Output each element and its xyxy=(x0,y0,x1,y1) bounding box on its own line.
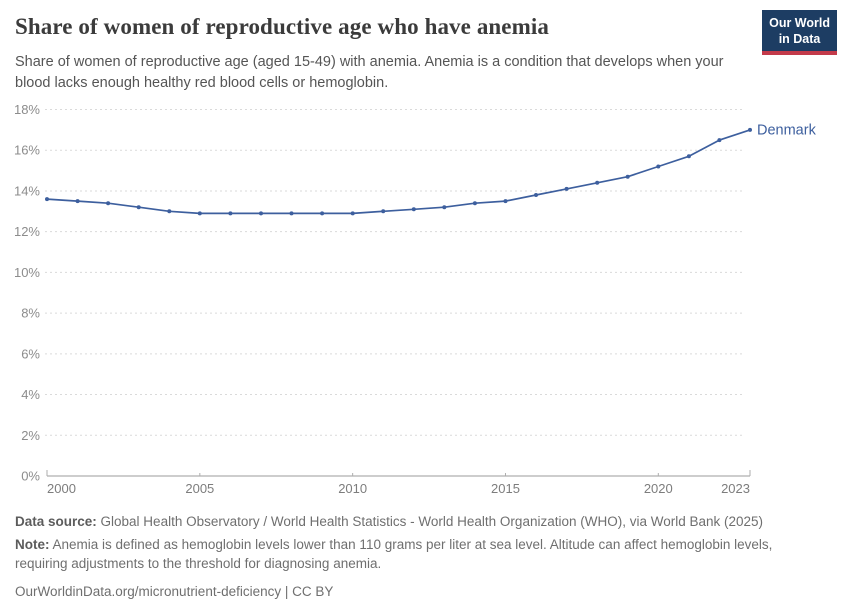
y-tick-label: 4% xyxy=(21,387,40,402)
chart-footer: Data source: Global Health Observatory /… xyxy=(15,512,821,600)
data-point xyxy=(259,211,263,216)
x-tick-label: 2020 xyxy=(644,481,673,496)
data-point xyxy=(167,209,172,214)
data-point xyxy=(45,197,49,202)
chart-subtitle: Share of women of reproductive age (aged… xyxy=(15,54,724,91)
data-point xyxy=(717,138,722,143)
y-tick-label: 18% xyxy=(14,102,40,117)
y-tick-label: 12% xyxy=(14,224,40,239)
data-point xyxy=(564,186,569,191)
data-point xyxy=(472,201,477,206)
owid-logo[interactable]: Our World in Data xyxy=(762,10,837,56)
note-label: Note: xyxy=(15,537,50,552)
note-text: Anemia is defined as hemoglobin levels l… xyxy=(15,537,773,571)
data-point xyxy=(503,199,508,204)
owid-logo-line2: in Data xyxy=(778,31,821,46)
data-point xyxy=(595,180,600,185)
citation-separator: | xyxy=(281,584,293,599)
note-line: Note: Anemia is defined as hemoglobin le… xyxy=(15,535,821,573)
y-tick-label: 2% xyxy=(21,428,40,443)
data-point xyxy=(442,205,447,210)
data-point xyxy=(106,201,111,206)
data-source-line: Data source: Global Health Observatory /… xyxy=(15,512,821,531)
data-source-text: Global Health Observatory / World Health… xyxy=(96,514,764,529)
y-tick-label: 6% xyxy=(21,346,40,361)
data-source-label: Data source: xyxy=(15,514,97,529)
y-tick-label: 16% xyxy=(14,143,40,158)
data-point xyxy=(656,164,661,169)
data-point xyxy=(686,154,691,159)
owid-logo-line1: Our World xyxy=(769,16,830,30)
data-point xyxy=(350,211,355,216)
series-label: Denmark xyxy=(757,122,817,138)
data-point xyxy=(748,127,752,132)
data-point xyxy=(381,209,386,214)
x-tick-label: 2005 xyxy=(185,481,214,496)
y-tick-label: 10% xyxy=(14,265,40,280)
data-line xyxy=(46,129,751,215)
data-point xyxy=(625,174,630,179)
x-tick-label: 2010 xyxy=(338,481,367,496)
x-tick-label: 2015 xyxy=(491,481,520,496)
chart-title: Share of women of reproductive age who h… xyxy=(15,14,549,39)
data-point xyxy=(289,211,294,216)
y-tick-label: 8% xyxy=(21,306,40,321)
chart-area: 0% 2% 4% 6% 8% 10% 12% 14% 16% 18% 2000 2005 2010 201… xyxy=(0,95,850,507)
data-point xyxy=(75,199,80,204)
x-tick-label: 2023 xyxy=(721,481,750,496)
line-chart: 0% 2% 4% 6% 8% 10% 12% 14% 16% 18% 2000 2005 2010 201… xyxy=(14,102,817,496)
data-point xyxy=(136,205,141,210)
data-point xyxy=(411,207,416,212)
x-tick-label: 2000 xyxy=(47,481,76,496)
data-point xyxy=(228,211,233,216)
y-tick-label: 0% xyxy=(21,469,40,484)
data-point xyxy=(320,211,325,216)
license-text: CC BY xyxy=(292,584,334,599)
data-point xyxy=(197,211,202,216)
y-tick-label: 14% xyxy=(14,183,40,198)
data-point xyxy=(534,193,538,197)
citation-url[interactable]: OurWorldinData.org/micronutrient-deficie… xyxy=(15,584,282,599)
citation-line: OurWorldinData.org/micronutrient-deficie… xyxy=(15,582,821,600)
